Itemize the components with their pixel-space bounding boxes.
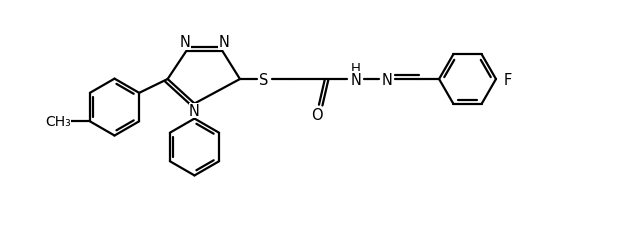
Text: N: N — [381, 72, 392, 87]
Text: N: N — [180, 35, 191, 50]
Text: O: O — [312, 108, 323, 123]
Text: N: N — [218, 35, 229, 50]
Text: H: H — [351, 61, 361, 74]
Text: CH₃: CH₃ — [45, 114, 71, 128]
Text: F: F — [504, 72, 512, 87]
Text: N: N — [189, 104, 200, 118]
Text: S: S — [259, 72, 268, 87]
Text: N: N — [351, 72, 362, 87]
